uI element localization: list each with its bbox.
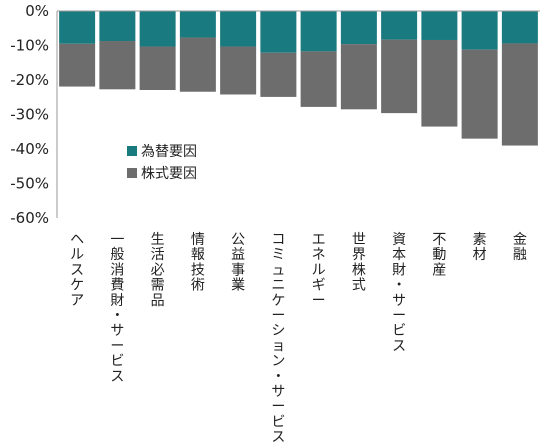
fx-factor-bar — [501, 11, 538, 44]
category-label: エネルギー — [312, 232, 326, 309]
legend-label: 為替要因 — [141, 144, 197, 160]
category-label: 不動産 — [432, 232, 446, 278]
category-label: 世界株式 — [352, 232, 366, 294]
category-label: 情報技術 — [191, 232, 205, 294]
category-label: 素材 — [473, 232, 487, 263]
category-label: コミュニケーション・サービス — [271, 232, 285, 443]
fx-factor-bar — [99, 11, 136, 42]
fx-factor-bar — [300, 11, 337, 52]
legend-label: 株式要因 — [141, 166, 197, 182]
fx-factor-bar — [220, 11, 257, 47]
fx-factor-bar — [260, 11, 297, 53]
category-label: 金融 — [513, 232, 527, 263]
fx-factor-bar — [59, 11, 96, 44]
equity-factor-bar — [139, 46, 176, 91]
category-labels: ヘルスケア 一般消費財・サービス 生活必需品 情報技術 公益事業 コミュニケーション・サー… — [70, 232, 527, 443]
fx-factor-bar — [179, 11, 216, 38]
category-label: 公益事業 — [231, 232, 245, 294]
fx-factor-bar — [421, 11, 458, 40]
fx-factor-bar — [461, 11, 498, 50]
y-tick-label: 0% — [25, 2, 49, 20]
category-label: 一般消費財・サービス — [110, 232, 124, 385]
category-label: 資本財・サービス — [392, 232, 406, 354]
equity-factor-bar — [179, 37, 216, 92]
fx-factor-bar — [340, 11, 377, 45]
equity-factor-bar — [300, 51, 337, 107]
y-tick-label: -10% — [10, 37, 49, 55]
equity-factor-bar — [59, 43, 96, 87]
y-tick-label: -30% — [10, 106, 49, 124]
y-tick-labels: 0% -10% -20% -30% -40% -50% -60% — [10, 2, 49, 227]
fx-factor-bar — [381, 11, 418, 40]
legend-swatch — [127, 146, 137, 156]
fx-factor-bar — [139, 11, 176, 47]
category-label: 生活必需品 — [151, 232, 165, 309]
equity-factor-bar — [461, 49, 498, 139]
equity-factor-bar — [260, 52, 297, 97]
bars-group — [59, 11, 538, 146]
y-tick-label: -50% — [10, 175, 49, 193]
legend-swatch — [127, 168, 137, 178]
equity-factor-bar — [421, 39, 458, 127]
equity-factor-bar — [99, 41, 136, 90]
equity-factor-bar — [340, 44, 377, 110]
y-tick-label: -20% — [10, 71, 49, 89]
y-tick-label: -40% — [10, 140, 49, 158]
y-tick-label: -60% — [10, 209, 49, 227]
equity-factor-bar — [381, 39, 418, 114]
equity-factor-bar — [501, 43, 538, 146]
category-label: ヘルスケア — [70, 232, 84, 309]
equity-factor-bar — [220, 46, 257, 95]
